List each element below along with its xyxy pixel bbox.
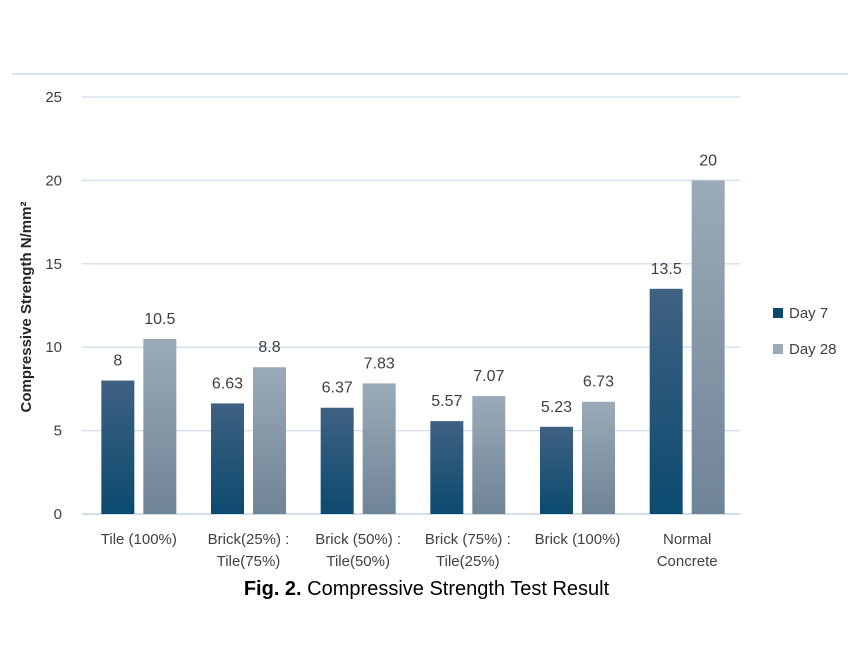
bar-day7	[101, 380, 135, 514]
gridlines	[82, 96, 740, 515]
y-tick-label: 25	[45, 89, 62, 106]
bar-day28	[143, 338, 177, 514]
data-label: 6.63	[212, 375, 243, 392]
data-label: 20	[699, 152, 717, 169]
x-category-label: Normal Concrete	[657, 531, 718, 570]
data-label: 8.8	[258, 339, 280, 356]
y-tick-label: 20	[45, 172, 62, 189]
legend-label: Day 7	[789, 305, 828, 322]
data-label: 5.57	[431, 393, 462, 410]
bar-day28	[253, 367, 286, 514]
legend-swatch	[773, 344, 783, 354]
y-tick-label: 5	[54, 423, 62, 440]
data-label: 6.73	[583, 374, 614, 391]
bar-day28	[362, 383, 396, 514]
caption-text: Compressive Strength Test Result	[301, 578, 610, 600]
y-ticks: 0 5 10 15 20 25	[45, 89, 62, 523]
figure-caption: Fig. 2. Compressive Strength Test Result	[0, 578, 853, 601]
data-label: 8	[113, 353, 122, 370]
bar-day28	[691, 180, 725, 514]
bar-day28	[582, 401, 615, 514]
legend: Day 7 Day 28	[773, 305, 837, 358]
bar-day28	[472, 396, 506, 514]
y-tick-label: 0	[54, 506, 62, 523]
caption-label: Fig. 2.	[243, 578, 302, 600]
bar-day7	[540, 426, 573, 514]
bars	[101, 180, 725, 514]
x-category-label: Brick (100%)	[535, 531, 621, 548]
bar-day7	[320, 407, 354, 514]
x-category-label: Brick (50%) : Tile(50%)	[315, 531, 401, 570]
legend-label: Day 28	[789, 341, 837, 358]
y-tick-label: 15	[45, 256, 62, 273]
x-category-label: Brick (75%) : Tile(25%)	[425, 531, 511, 570]
bar-day7	[430, 421, 464, 514]
y-tick-label: 10	[45, 339, 62, 356]
y-axis-label: Compressive Strength N/mm²	[18, 202, 35, 413]
data-label: 10.5	[144, 311, 175, 328]
x-category-label: Tile (100%)	[101, 531, 177, 548]
legend-swatch	[773, 308, 783, 318]
data-label: 5.23	[541, 399, 572, 416]
x-category-label: Brick(25%) : Tile(75%)	[208, 531, 290, 570]
data-labels: 8 10.5 6.63 8.8 6.37 7.83 5.57 7.07 5.23 6.73 13.5…	[113, 152, 717, 415]
bar-day7	[649, 288, 683, 514]
x-categories: Tile (100%) Brick(25%) : Tile(75%) Brick (5…	[101, 531, 718, 570]
data-label: 7.83	[364, 355, 395, 372]
data-label: 6.37	[322, 380, 353, 397]
data-label: 7.07	[473, 368, 504, 385]
data-label: 13.5	[651, 261, 682, 278]
bar-day7	[211, 403, 244, 514]
